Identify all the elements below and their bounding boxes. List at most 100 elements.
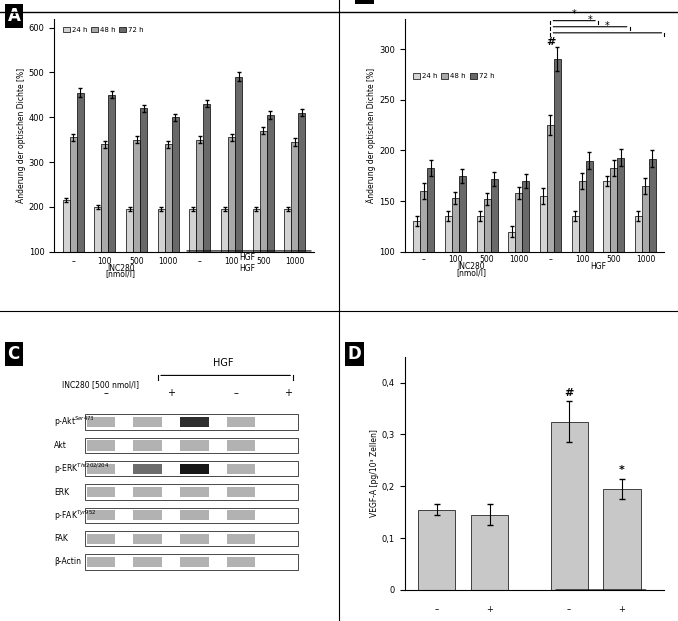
Bar [180, 510, 209, 520]
Text: *: * [588, 15, 593, 25]
Bar [134, 463, 162, 474]
Text: +: + [486, 605, 493, 615]
Text: #: # [564, 388, 574, 397]
Text: Akt: Akt [54, 441, 67, 450]
Bar [63, 200, 70, 297]
Bar [572, 216, 578, 353]
Bar [180, 533, 209, 544]
Y-axis label: Änderung der optischen Dichte [%]: Änderung der optischen Dichte [%] [16, 68, 26, 203]
Bar [134, 487, 162, 497]
Bar [471, 515, 508, 590]
Text: 500: 500 [129, 257, 144, 266]
Text: [nmol/l]: [nmol/l] [106, 269, 136, 278]
Bar [85, 531, 298, 546]
Text: FAK: FAK [54, 534, 68, 543]
Bar [87, 417, 115, 427]
Text: [nmol/l]: [nmol/l] [456, 268, 486, 277]
Bar [227, 557, 256, 567]
Text: 100: 100 [98, 257, 112, 266]
Bar [427, 168, 434, 353]
Text: 100: 100 [224, 257, 239, 266]
Text: #: # [546, 37, 555, 47]
Bar [87, 463, 115, 474]
Bar [134, 557, 162, 567]
Legend: 24 h, 48 h, 72 h: 24 h, 48 h, 72 h [63, 27, 144, 33]
Bar [180, 463, 209, 474]
Bar [603, 181, 610, 353]
Bar [180, 440, 209, 450]
Text: *: * [619, 465, 625, 475]
Text: –: – [71, 257, 75, 266]
Text: –: – [422, 255, 426, 264]
Bar [235, 77, 242, 297]
Bar [227, 440, 256, 450]
Bar [551, 422, 588, 590]
Bar [134, 533, 162, 544]
Bar [180, 417, 209, 427]
Bar [85, 555, 298, 569]
Text: 1000: 1000 [285, 257, 304, 266]
Text: A: A [7, 7, 20, 25]
Text: p-FAK$^{Tyr952}$: p-FAK$^{Tyr952}$ [54, 508, 97, 522]
Bar [298, 113, 305, 297]
Bar [610, 168, 617, 353]
Text: B: B [358, 0, 371, 2]
Bar [459, 176, 466, 353]
Text: 1000: 1000 [636, 255, 655, 264]
Text: 500: 500 [256, 257, 271, 266]
Bar [586, 161, 593, 353]
Bar [554, 59, 561, 353]
Bar [102, 144, 108, 297]
Bar [70, 137, 77, 297]
Bar [85, 461, 298, 476]
Bar [445, 216, 452, 353]
Bar [77, 93, 83, 297]
Bar [85, 484, 298, 499]
Text: 500: 500 [480, 255, 494, 264]
Bar [134, 417, 162, 427]
Bar [420, 191, 427, 353]
Bar [158, 209, 165, 297]
Bar [87, 487, 115, 497]
Bar [134, 510, 162, 520]
Bar [515, 193, 522, 353]
Bar [253, 209, 260, 297]
Bar [227, 510, 256, 520]
Bar [292, 142, 298, 297]
Bar [203, 104, 210, 297]
Bar [87, 533, 115, 544]
Text: 1000: 1000 [509, 255, 528, 264]
Text: *: * [605, 20, 610, 31]
Bar [285, 209, 292, 297]
Bar [642, 186, 649, 353]
Text: 500: 500 [606, 255, 621, 264]
Text: –: – [233, 388, 239, 399]
Text: –: – [104, 388, 108, 399]
Text: –: – [549, 255, 553, 264]
Bar [126, 209, 133, 297]
Bar [635, 216, 642, 353]
Text: –: – [435, 605, 439, 615]
Bar [85, 438, 298, 453]
Bar [227, 417, 256, 427]
Bar [221, 209, 228, 297]
Text: INC280: INC280 [107, 265, 134, 273]
Y-axis label: Änderung der optischen Dichte [%]: Änderung der optischen Dichte [%] [367, 68, 376, 203]
Bar [603, 489, 641, 590]
Text: INC280: INC280 [458, 262, 485, 271]
Text: HGF: HGF [239, 253, 256, 261]
Bar [85, 414, 298, 430]
Text: +: + [618, 605, 626, 615]
Text: 100: 100 [575, 255, 589, 264]
Text: p-ERK$^{Thr202/204}$: p-ERK$^{Thr202/204}$ [54, 461, 110, 476]
Text: HGF: HGF [590, 262, 606, 271]
Bar [483, 199, 491, 353]
Bar [418, 510, 455, 590]
Text: +: + [284, 388, 292, 399]
Bar [547, 125, 554, 353]
Bar [228, 137, 235, 297]
Bar [227, 487, 256, 497]
Bar [491, 179, 498, 353]
Bar [414, 222, 420, 353]
Bar [172, 117, 179, 297]
